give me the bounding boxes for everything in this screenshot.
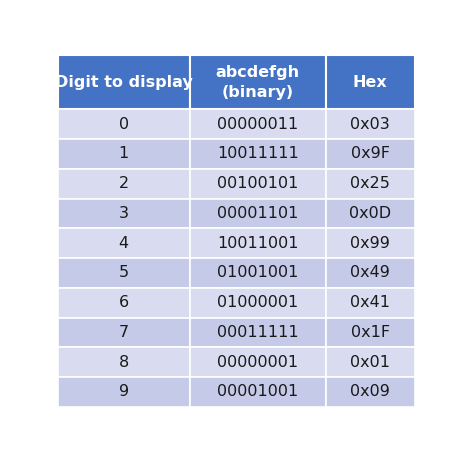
- Bar: [325, 109, 415, 139]
- Text: 01000001: 01000001: [217, 295, 298, 310]
- Bar: [58, 347, 190, 377]
- Text: 0: 0: [118, 117, 129, 132]
- Text: 0x25: 0x25: [350, 176, 390, 191]
- Text: 0x0D: 0x0D: [349, 206, 391, 221]
- Text: 5: 5: [118, 266, 129, 281]
- Bar: [325, 139, 415, 169]
- Text: Hex: Hex: [353, 74, 388, 90]
- Text: 10011111: 10011111: [217, 147, 299, 161]
- Bar: [325, 199, 415, 228]
- Bar: [325, 347, 415, 377]
- Bar: [190, 258, 325, 288]
- Text: 0x41: 0x41: [350, 295, 390, 310]
- Text: 0x03: 0x03: [350, 117, 390, 132]
- Text: 01001001: 01001001: [217, 266, 298, 281]
- Text: 10011001: 10011001: [217, 236, 298, 251]
- Text: abcdefgh
(binary): abcdefgh (binary): [216, 65, 300, 100]
- Text: 4: 4: [118, 236, 129, 251]
- Bar: [190, 347, 325, 377]
- Bar: [190, 169, 325, 199]
- Text: 00000001: 00000001: [217, 355, 298, 370]
- Text: 8: 8: [118, 355, 129, 370]
- Bar: [58, 228, 190, 258]
- Text: Digit to display: Digit to display: [55, 74, 193, 90]
- Text: 7: 7: [118, 325, 129, 340]
- Text: 0x09: 0x09: [350, 384, 390, 399]
- Text: 00001101: 00001101: [217, 206, 298, 221]
- Bar: [190, 228, 325, 258]
- Text: 9: 9: [118, 384, 129, 399]
- Bar: [58, 109, 190, 139]
- Bar: [58, 377, 190, 407]
- Bar: [325, 377, 415, 407]
- Bar: [190, 55, 325, 109]
- Bar: [58, 318, 190, 347]
- Text: 6: 6: [118, 295, 129, 310]
- Text: 00100101: 00100101: [217, 176, 298, 191]
- Text: 00011111: 00011111: [217, 325, 299, 340]
- Bar: [325, 55, 415, 109]
- Text: 00000011: 00000011: [217, 117, 298, 132]
- Bar: [190, 288, 325, 318]
- Text: 0x49: 0x49: [350, 266, 390, 281]
- Bar: [190, 377, 325, 407]
- Text: 0x99: 0x99: [350, 236, 390, 251]
- Bar: [58, 199, 190, 228]
- Bar: [190, 109, 325, 139]
- Bar: [190, 139, 325, 169]
- Text: 3: 3: [119, 206, 129, 221]
- Text: 0x1F: 0x1F: [351, 325, 390, 340]
- Bar: [190, 199, 325, 228]
- Bar: [325, 258, 415, 288]
- Text: 00001001: 00001001: [217, 384, 298, 399]
- Bar: [325, 318, 415, 347]
- Bar: [58, 169, 190, 199]
- Bar: [325, 169, 415, 199]
- Bar: [58, 139, 190, 169]
- Bar: [325, 228, 415, 258]
- Text: 0x9F: 0x9F: [351, 147, 390, 161]
- Text: 0x01: 0x01: [350, 355, 390, 370]
- Bar: [58, 288, 190, 318]
- Text: 1: 1: [118, 147, 129, 161]
- Bar: [325, 288, 415, 318]
- Bar: [190, 318, 325, 347]
- Text: 2: 2: [118, 176, 129, 191]
- Bar: [58, 258, 190, 288]
- Bar: [58, 55, 190, 109]
